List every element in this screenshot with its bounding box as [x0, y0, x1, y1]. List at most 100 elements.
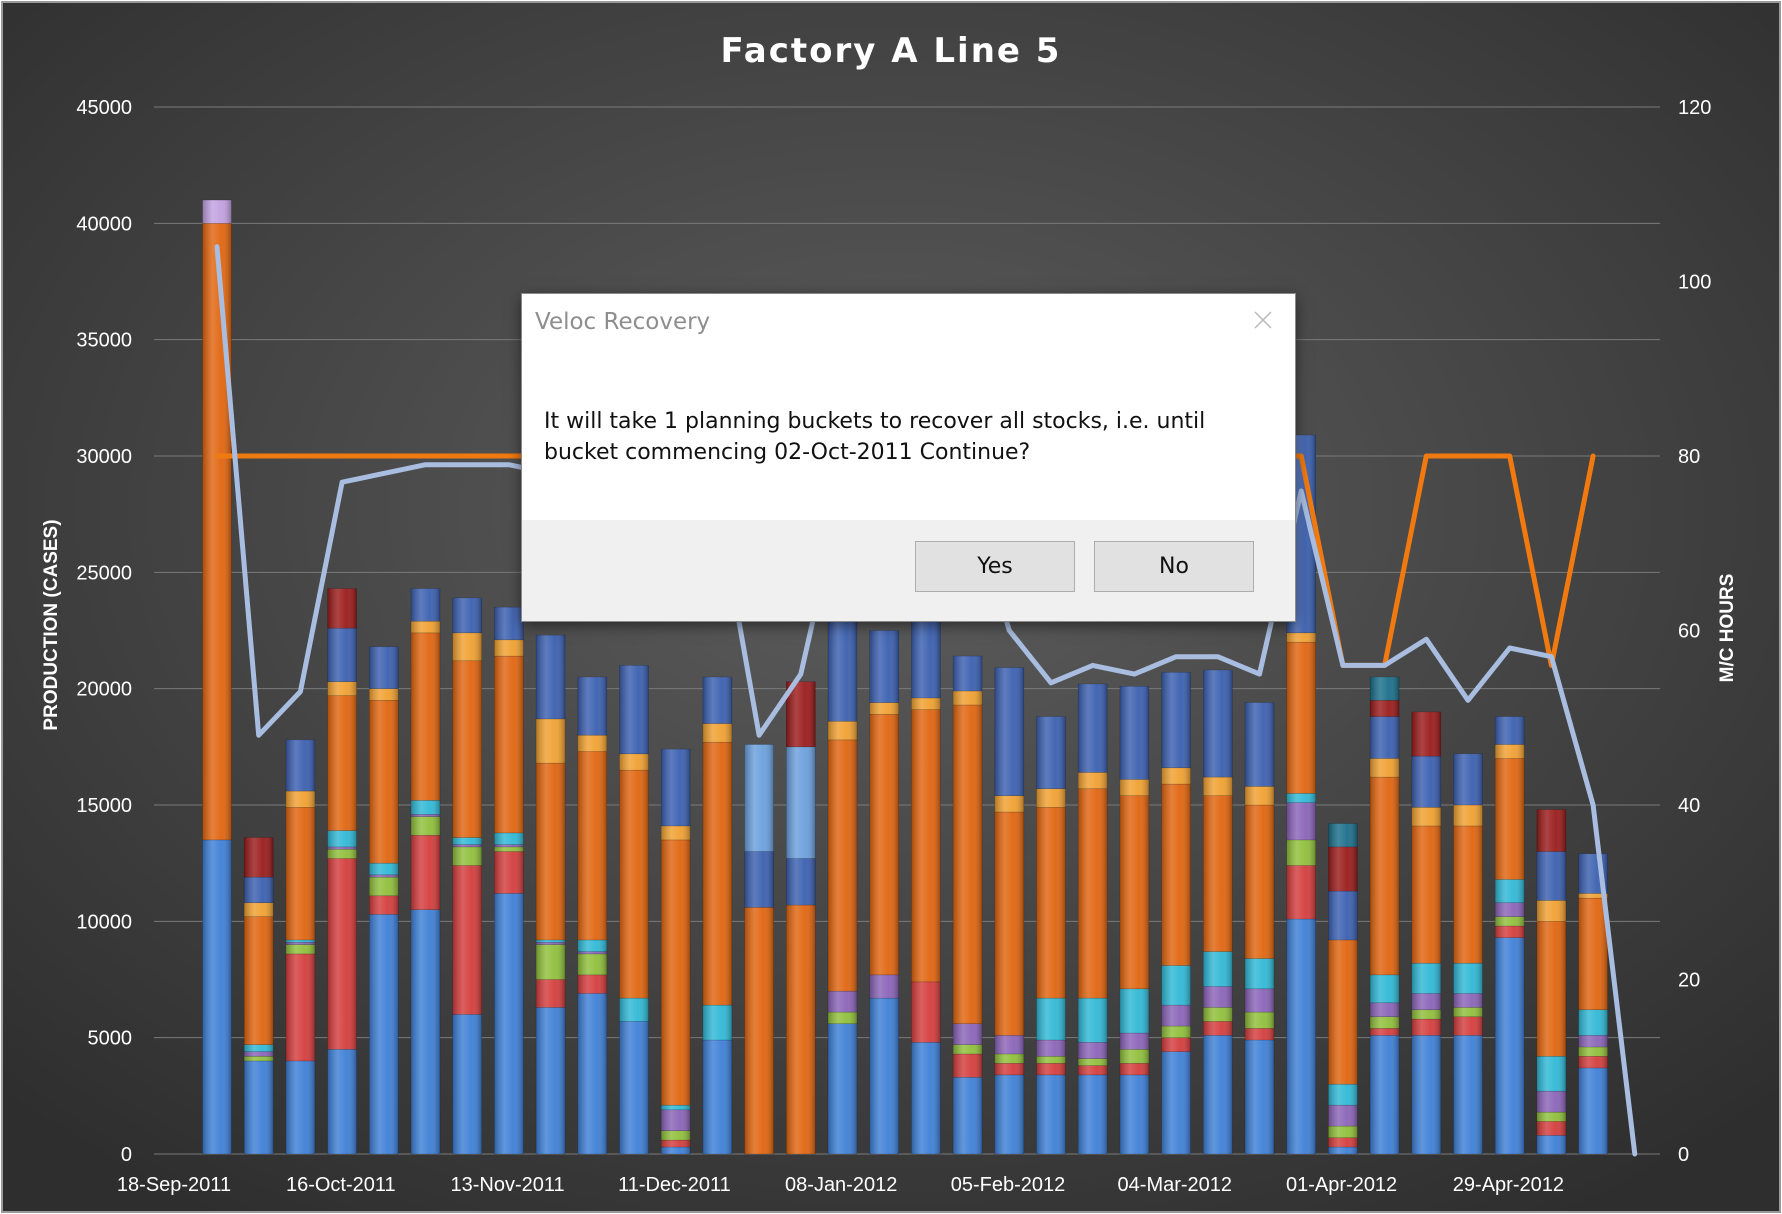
- bar-segment-shine: [1119, 1074, 1149, 1154]
- bar-segment-shine: [1203, 986, 1233, 1008]
- y2tick-label: 120: [1678, 97, 1711, 119]
- xtick-label: 29-Apr-2012: [1453, 1174, 1564, 1196]
- bar-segment-shine: [369, 863, 399, 875]
- ytick-label: 40000: [76, 213, 132, 235]
- y2tick-label: 20: [1678, 970, 1700, 992]
- bar-segment-shine: [202, 223, 232, 840]
- bar-segment-shine: [1370, 700, 1400, 717]
- bar-segment-shine: [327, 628, 357, 682]
- bar-segment-shine: [244, 1056, 274, 1061]
- bar-segment-shine: [1453, 1016, 1483, 1036]
- bar-segment-shine: [1161, 767, 1191, 785]
- bar-segment-shine: [1453, 753, 1483, 805]
- bar-segment-shine: [828, 1023, 857, 1154]
- bar-segment-shine: [411, 814, 440, 817]
- bar-segment-shine: [536, 942, 566, 945]
- bar-segment-shine: [702, 1005, 732, 1040]
- bar-segment-shine: [702, 723, 732, 743]
- bar-segment-shine: [1286, 919, 1316, 1154]
- bar-segment-shine: [1203, 777, 1233, 796]
- bar-segment-shine: [411, 816, 440, 836]
- bar-segment-shine: [1578, 893, 1608, 899]
- bar-segment-shine: [1328, 823, 1358, 847]
- bar-segment-shine: [1078, 1042, 1108, 1059]
- bar-segment-shine: [1453, 993, 1483, 1008]
- bar-segment-shine: [494, 607, 524, 640]
- bar-segment-shine: [1536, 809, 1566, 852]
- ytick-labels: 0 5000 10000 15000 20000 25000 30000 35000 40000…: [76, 97, 132, 1166]
- bar-segment-shine: [1536, 851, 1566, 901]
- bar-segment-shine: [619, 753, 649, 771]
- bar-segment-shine: [1119, 795, 1149, 989]
- bar-segment-shine: [1328, 1105, 1358, 1127]
- bar-segment-shine: [411, 621, 440, 633]
- bar-segment-shine: [1078, 684, 1108, 773]
- y2-axis-label: M/C HOURS: [1717, 574, 1738, 683]
- bar-segment-shine: [911, 981, 941, 1043]
- bar-segment-shine: [452, 632, 482, 661]
- y2tick-label: 40: [1678, 795, 1700, 817]
- no-button[interactable]: No: [1094, 541, 1254, 592]
- bar-segment-shine: [1245, 1039, 1274, 1154]
- bar-segment-shine: [1078, 1065, 1108, 1075]
- bar-segment-shine: [285, 807, 315, 940]
- bar-segment-shine: [244, 1044, 274, 1052]
- bar-segment-shine: [577, 951, 607, 954]
- bar-segment-shine: [1036, 1039, 1066, 1057]
- bar-segment-shine: [536, 635, 566, 719]
- bar-segment-shine: [1078, 1058, 1108, 1066]
- bar-segment-shine: [1245, 1028, 1274, 1040]
- bar-segment-shine: [1411, 807, 1441, 826]
- ytick-label: 20000: [76, 679, 132, 701]
- bar-segment-shine: [1578, 1056, 1608, 1068]
- bar-segment-shine: [1036, 1074, 1066, 1154]
- xtick-label: 05-Feb-2012: [951, 1174, 1066, 1196]
- bar-segment-shine: [536, 718, 566, 764]
- bar-segment-shine: [285, 791, 315, 808]
- bar-segment-shine: [1245, 958, 1274, 989]
- bar-segment-shine: [1161, 1026, 1191, 1038]
- close-icon: [1254, 311, 1272, 329]
- bar-segment-shine: [285, 953, 315, 1061]
- close-button[interactable]: [1251, 308, 1275, 332]
- xtick-label: 01-Apr-2012: [1286, 1174, 1397, 1196]
- bar-segment-shine: [1245, 1012, 1274, 1029]
- bar-segment-shine: [1328, 1137, 1358, 1148]
- bar-segment-shine: [661, 1147, 691, 1154]
- bar-segment-shine: [536, 763, 566, 940]
- series-line-available-hours: [214, 453, 1596, 668]
- bar-segment-shine: [1411, 963, 1441, 994]
- bar-segment-shine: [327, 588, 357, 629]
- bar-segment-shine: [452, 597, 482, 633]
- y2tick-label: 0: [1678, 1144, 1689, 1166]
- bar-segment-shine: [369, 877, 399, 896]
- bar-segment-shine: [411, 909, 440, 1154]
- bar-segment-shine: [1203, 1035, 1233, 1154]
- bar-segment-shine: [786, 905, 816, 1154]
- ytick-label: 5000: [88, 1028, 133, 1050]
- recovery-dialog: Veloc Recovery It will take 1 planning b…: [522, 294, 1295, 621]
- bar-segment-shine: [536, 1007, 566, 1154]
- bar-segment-shine: [744, 851, 774, 908]
- bar-segment-shine: [1036, 807, 1066, 999]
- bar-segment-shine: [994, 1063, 1024, 1075]
- bar-segment-shine: [369, 914, 399, 1154]
- bar-segment-shine: [1245, 805, 1274, 959]
- yes-button[interactable]: Yes: [915, 541, 1075, 592]
- bar-segment-shine: [1536, 1091, 1566, 1113]
- y-axis-label: PRODUCTION (CASES): [41, 519, 62, 730]
- bar-segment-shine: [828, 739, 857, 992]
- bar-segment-shine: [953, 1077, 983, 1154]
- bar-segment-shine: [1203, 795, 1233, 952]
- bar-segment-shine: [994, 1035, 1024, 1054]
- ytick-label: 10000: [76, 911, 132, 933]
- bar-segment-shine: [1036, 1063, 1066, 1075]
- bar-segment-shine: [1578, 1046, 1608, 1057]
- bar-segment-shine: [369, 874, 399, 878]
- bar-segment-shine: [786, 858, 816, 906]
- bar-segment-shine: [661, 1130, 691, 1141]
- bar-segment-shine: [1536, 900, 1566, 922]
- bar-segment-shine: [536, 944, 566, 980]
- xtick-label: 08-Jan-2012: [785, 1174, 897, 1196]
- bar-segment-shine: [702, 1039, 732, 1154]
